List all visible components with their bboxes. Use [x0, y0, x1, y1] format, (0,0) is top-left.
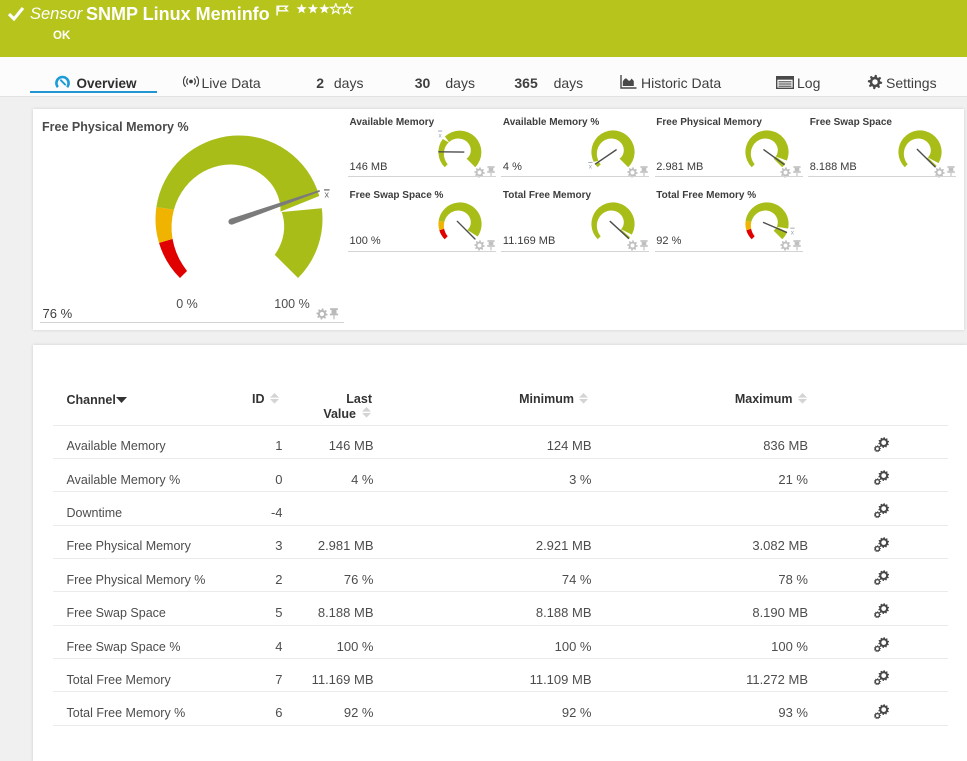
svg-text:x: x	[325, 190, 330, 200]
svg-text:x: x	[790, 229, 794, 236]
svg-text:x: x	[438, 132, 442, 139]
svg-text:x: x	[589, 163, 593, 170]
